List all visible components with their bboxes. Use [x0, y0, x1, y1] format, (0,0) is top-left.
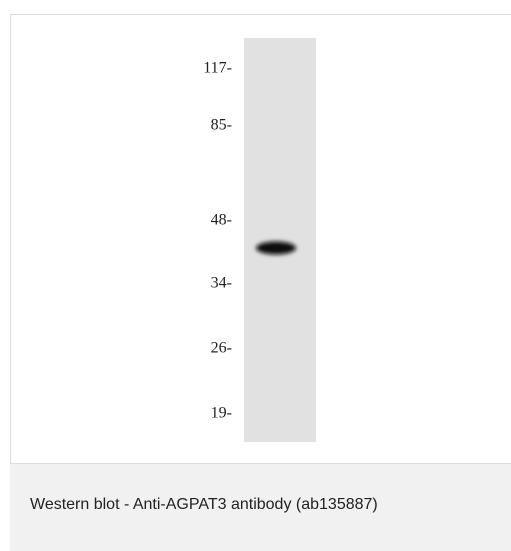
marker-labels: 117- 85- 48- 34- 26- 19-	[203, 60, 232, 422]
marker-label: 48-	[211, 212, 232, 229]
band	[256, 242, 296, 255]
marker-label: 85-	[211, 117, 232, 134]
caption-area: Western blot - Anti-AGPAT3 antibody (ab1…	[10, 463, 511, 551]
marker-label: 26-	[211, 340, 232, 357]
page: 117- 85- 48- 34- 26- 19- Western blot - Anti-…	[0, 0, 511, 551]
marker-label: 117-	[203, 60, 232, 77]
caption: Western blot - Anti-AGPAT3 antibody (ab1…	[30, 496, 378, 514]
blot-image: 117- 85- 48- 34- 26- 19-	[0, 0, 511, 463]
marker-label: 34-	[211, 275, 232, 292]
marker-label: 19-	[211, 405, 232, 422]
lane	[244, 38, 316, 442]
